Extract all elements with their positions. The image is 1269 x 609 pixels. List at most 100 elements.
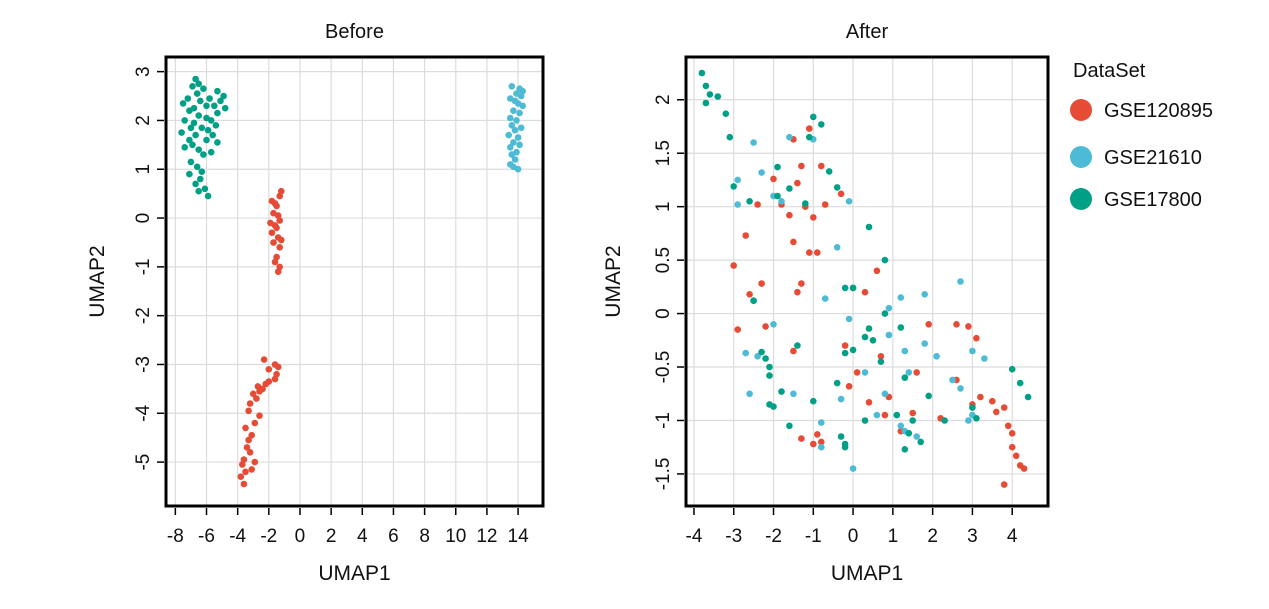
after-x-tick-label: 1 [888, 526, 899, 547]
after-y-tick-label: -1.5 [653, 458, 674, 491]
before-point-gse17800 [193, 163, 201, 171]
after-point-gse120895 [790, 347, 797, 355]
after-point-gse17800 [730, 183, 737, 190]
legend-label-gse120895: GSE120895 [1104, 100, 1213, 122]
after-x-tick-label: 3 [967, 526, 978, 547]
after-point-gse120895 [798, 280, 805, 287]
after-point-gse120895 [806, 249, 813, 256]
after-point-gse120895 [873, 267, 881, 275]
after-point-gse21610 [897, 294, 905, 301]
before-point-gse21610 [517, 124, 525, 132]
before-point-gse120895 [273, 202, 280, 210]
before-x-tick-label: 14 [508, 526, 530, 547]
before-point-gse120895 [253, 395, 260, 402]
before-point-gse120895 [242, 424, 249, 432]
before-point-gse120895 [273, 224, 280, 232]
after-y-tick-label: 1.5 [653, 140, 674, 166]
before-point-gse17800 [187, 124, 195, 132]
after-point-gse120895 [1008, 443, 1016, 451]
after-point-gse17800 [825, 168, 833, 175]
before-point-gse17800 [195, 146, 202, 153]
after-point-gse120895 [746, 291, 753, 298]
after-point-gse17800 [869, 337, 877, 344]
before-point-gse120895 [251, 419, 259, 427]
after-point-gse21610 [845, 198, 853, 205]
before-point-gse120895 [245, 436, 252, 444]
before-point-gse17800 [204, 126, 212, 134]
before-point-gse17800 [200, 151, 207, 158]
after-point-gse17800 [746, 198, 753, 205]
after-point-gse21610 [818, 443, 825, 451]
after-point-gse120895 [762, 323, 769, 330]
before-x-axis-label: UMAP1 [318, 562, 390, 585]
after-point-gse17800 [861, 333, 869, 341]
after-point-gse120895 [758, 280, 765, 287]
legend-marker-gse120895 [1070, 99, 1092, 121]
before-y-tick-label: 2 [133, 115, 154, 126]
before-y-tick-label: 3 [133, 66, 154, 77]
before-x-tick-label: -6 [198, 526, 215, 547]
before-point-gse120895 [242, 468, 249, 476]
after-point-gse21610 [786, 133, 793, 141]
legend: DataSet GSE120895 GSE21610 GSE17800 [1070, 60, 1213, 211]
after-point-gse120895 [790, 238, 797, 246]
after-point-gse21610 [965, 417, 972, 424]
after-point-gse17800 [758, 348, 765, 356]
after-point-gse17800 [849, 284, 857, 292]
before-point-gse17800 [186, 107, 193, 114]
after-point-gse120895 [818, 438, 825, 446]
before-point-gse120895 [246, 400, 254, 407]
after-y-tick-label: 0.5 [653, 247, 674, 273]
after-x-tick-label: -4 [686, 526, 703, 547]
after-point-gse17800 [714, 93, 722, 100]
before-point-gse17800 [193, 90, 201, 97]
before-point-gse17800 [178, 129, 185, 136]
after-point-gse17800 [925, 392, 932, 400]
after-point-gse17800 [833, 379, 841, 387]
after-point-gse120895 [734, 326, 741, 333]
after-y-tick-label: -0.5 [653, 351, 674, 384]
before-point-gse17800 [192, 180, 199, 188]
after-point-gse120895 [1008, 430, 1016, 437]
panel-before: -8 -6 -4 -2 0 2 4 6 8 10 12 14-5-4-3-2-10123BeforeU… [86, 21, 545, 585]
after-point-gse21610 [754, 353, 761, 360]
after-point-gse17800 [877, 358, 885, 366]
after-x-tick-label: -2 [765, 526, 782, 547]
after-point-gse120895 [913, 369, 920, 376]
after-point-gse17800 [802, 200, 809, 207]
after-point-gse120895 [1020, 465, 1028, 472]
before-point-gse21610 [507, 144, 514, 151]
after-point-gse17800 [969, 404, 976, 411]
after-point-gse21610 [933, 353, 940, 360]
before-point-gse120895 [260, 356, 268, 363]
before-point-gse21610 [507, 114, 514, 122]
after-point-gse120895 [853, 369, 861, 376]
after-point-gse21610 [885, 304, 893, 312]
before-point-gse120895 [271, 375, 279, 383]
before-point-gse120895 [278, 236, 285, 244]
after-point-gse17800 [1024, 393, 1032, 401]
after-point-gse17800 [766, 372, 773, 379]
after-point-gse120895 [861, 288, 869, 296]
after-point-gse17800 [917, 438, 924, 446]
before-point-gse17800 [189, 141, 196, 149]
before-point-gse120895 [243, 444, 251, 451]
after-point-gse17800 [901, 446, 909, 453]
after-point-gse17800 [837, 433, 845, 440]
before-point-gse120895 [256, 412, 263, 420]
before-point-gse120895 [248, 466, 255, 473]
before-point-gse21610 [517, 92, 525, 100]
after-x-tick-label: -3 [725, 526, 742, 547]
after-point-gse21610 [861, 369, 869, 376]
after-point-gse21610 [778, 198, 785, 205]
before-point-gse17800 [209, 131, 216, 139]
before-x-tick-label: 2 [326, 526, 337, 547]
before-point-gse21610 [508, 151, 516, 158]
before-point-gse120895 [265, 366, 273, 373]
after-point-gse120895 [742, 232, 749, 239]
after-point-gse21610 [758, 169, 765, 176]
after-point-gse21610 [746, 390, 753, 398]
before-point-gse17800 [195, 187, 202, 195]
legend-label-gse21610: GSE21610 [1104, 147, 1202, 169]
before-point-gse17800 [204, 192, 212, 200]
